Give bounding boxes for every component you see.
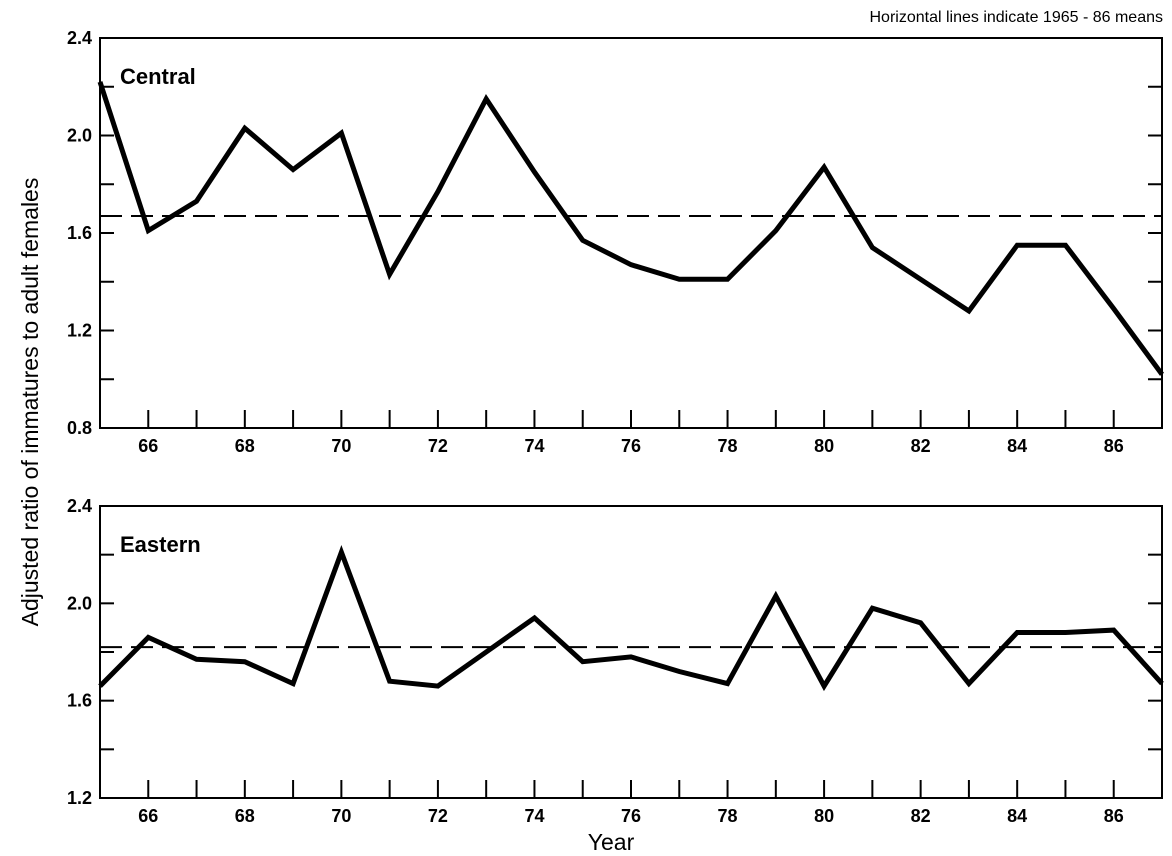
y-tick-label: 1.2 [67,321,92,341]
chart-note: Horizontal lines indicate 1965 - 86 mean… [870,9,1164,26]
x-tick-label: 72 [428,436,448,456]
y-tick-label: 2.0 [67,593,92,613]
x-tick-label: 84 [1007,436,1027,456]
x-tick-label: 80 [814,806,834,826]
x-tick-label: 76 [621,436,641,456]
x-tick-label: 72 [428,806,448,826]
x-tick-label: 86 [1104,806,1124,826]
series-line [98,545,1164,692]
x-tick-label: 68 [235,436,255,456]
y-tick-label: 2.0 [67,126,92,146]
x-tick-label: 66 [138,806,158,826]
y-tick-label: 1.6 [67,223,92,243]
x-tick-label: 82 [911,436,931,456]
x-tick-label: 74 [524,436,544,456]
panel-eastern: 1.2 1.6 2.0 2.4 66 68 70 72 74 76 78 80 82 84 86 Easter… [67,496,1164,826]
x-tick-label: 78 [718,806,738,826]
x-tick-label: 78 [718,436,738,456]
y-tick-label: 2.4 [67,28,92,48]
y-tick-label: 1.2 [67,788,92,808]
plot-frame [99,37,1163,429]
y-axis-title: Adjusted ratio of immatures to adult fem… [17,178,43,627]
panel-label: Eastern [120,532,201,557]
panel-central: 0.8 1.2 1.6 2.0 2.4 66 68 70 72 74 76 78 80 82 84 86 Cen… [67,28,1165,456]
x-axis-title: Year [588,829,635,855]
y-tick-label: 2.4 [67,496,92,516]
x-tick-label: 82 [911,806,931,826]
series-line [97,81,1165,376]
x-tick-label: 70 [331,436,351,456]
x-tick-label: 70 [331,806,351,826]
x-tick-label: 68 [235,806,255,826]
x-tick-label: 66 [138,436,158,456]
y-tick-label: 0.8 [67,418,92,438]
y-tick-label: 1.6 [67,691,92,711]
panel-label: Central [120,64,196,89]
plot-frame [99,505,1163,799]
x-tick-label: 74 [524,806,544,826]
x-tick-label: 76 [621,806,641,826]
x-tick-label: 86 [1104,436,1124,456]
x-tick-label: 80 [814,436,834,456]
x-tick-label: 84 [1007,806,1027,826]
